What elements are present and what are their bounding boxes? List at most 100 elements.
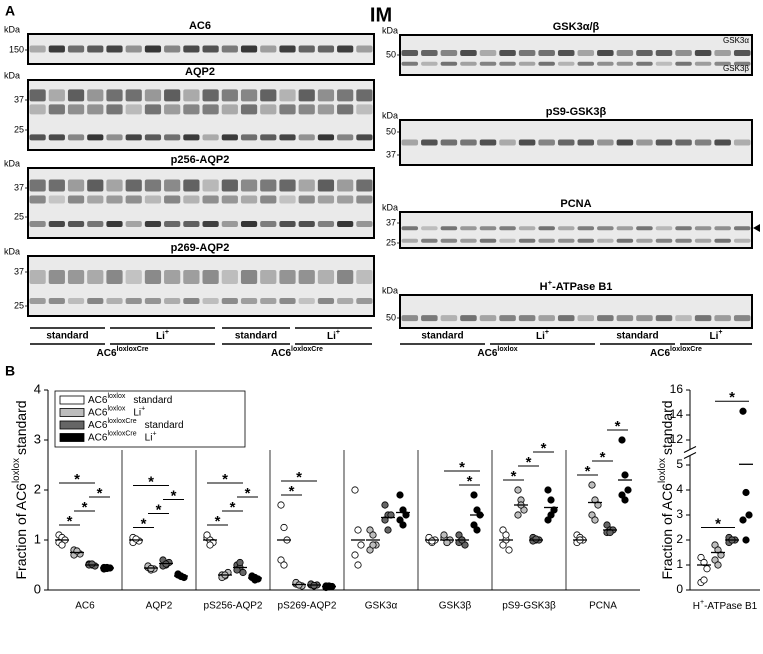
- blot-band: [597, 50, 614, 56]
- blot-title: p256-AQP2: [171, 154, 230, 166]
- blot-band: [183, 270, 200, 284]
- genotype-label: AC6loxlox: [477, 346, 517, 358]
- blot-band: [577, 139, 595, 146]
- x-tick-label: GSK3α: [365, 601, 398, 612]
- blot-band: [460, 50, 477, 56]
- blot-band: [557, 238, 575, 243]
- blot-band: [87, 270, 104, 284]
- blot-band: [337, 298, 354, 304]
- legend-swatch: [59, 395, 85, 405]
- text-part: -ATPase B1: [552, 281, 612, 293]
- significance-label: *: [215, 513, 221, 530]
- blot-band: [440, 226, 458, 231]
- data-point: [206, 541, 214, 549]
- significance-label: *: [511, 468, 517, 485]
- data-point: [381, 501, 389, 509]
- data-point: [502, 531, 510, 539]
- blot-band: [183, 195, 200, 204]
- blot-band: [183, 179, 200, 192]
- marker-label: 25: [14, 124, 24, 134]
- y-tick-label: 2: [676, 532, 683, 546]
- data-point: [402, 511, 410, 519]
- blot-band: [440, 238, 458, 243]
- blot-band: [48, 179, 65, 192]
- legend-label: AC6loxlox Li+: [88, 406, 145, 418]
- significance-label: *: [715, 515, 721, 532]
- superscript: loxlox: [497, 346, 517, 353]
- significance-label: *: [156, 501, 162, 518]
- blot-band: [577, 61, 595, 66]
- data-point: [594, 501, 602, 509]
- blot-band: [144, 298, 162, 304]
- blot-band: [421, 61, 438, 66]
- blot-band: [421, 50, 438, 56]
- blot-band: [317, 179, 335, 192]
- blot-band: [440, 315, 458, 322]
- blot-band: [421, 315, 438, 322]
- data-point: [428, 537, 436, 545]
- blot-band: [714, 139, 731, 146]
- data-point: [739, 516, 747, 524]
- data-point: [745, 511, 753, 519]
- blot-band: [106, 104, 123, 115]
- blot-band: [221, 104, 238, 115]
- blot-band: [221, 270, 238, 284]
- blot-band: [202, 195, 219, 204]
- blot-band: [499, 238, 516, 243]
- data-point: [381, 516, 389, 524]
- significance-label: *: [729, 389, 735, 406]
- genotype-label: AC6loxloxCre: [97, 346, 149, 358]
- superscript: +: [152, 431, 156, 438]
- blot-band: [260, 179, 277, 192]
- figure-title: IM: [370, 4, 392, 26]
- blot-band: [67, 134, 85, 141]
- diet-label: Li+: [156, 329, 169, 341]
- legend-swatch: [59, 420, 85, 430]
- data-point: [470, 491, 478, 499]
- blot-band: [479, 315, 497, 322]
- blot-frame: [27, 255, 375, 317]
- blot-band: [144, 270, 162, 284]
- blot-band: [260, 195, 277, 204]
- blot-band: [337, 134, 354, 141]
- blot-band: [499, 50, 516, 56]
- diet-label: Li+: [710, 329, 723, 341]
- blot-band: [636, 226, 653, 231]
- blot-frame: [27, 79, 375, 151]
- blot-band: [260, 270, 277, 284]
- blot-band: [337, 179, 354, 192]
- blot-background: [28, 80, 374, 150]
- blot-band: [164, 298, 181, 304]
- data-point: [606, 528, 614, 537]
- legend-label: AC6loxloxCre Li+: [88, 431, 157, 443]
- blot-band: [87, 298, 104, 304]
- blot-band: [29, 298, 46, 304]
- blot-band: [557, 50, 575, 56]
- blot-band: [298, 195, 315, 204]
- blot-band: [337, 45, 354, 53]
- blot-band: [125, 45, 142, 53]
- superscript: loxloxCre: [670, 346, 702, 353]
- blot-band: [202, 104, 219, 115]
- y-axis-label: Fraction of AC6loxlox standard: [657, 400, 675, 579]
- blot-band: [356, 270, 373, 284]
- blot-band: [260, 104, 277, 115]
- blot-band: [183, 298, 200, 304]
- y-tick-label: 16: [670, 382, 684, 396]
- blot-band: [597, 139, 614, 146]
- diet-label: Li+: [327, 329, 340, 341]
- blot-band: [675, 50, 692, 56]
- data-point: [280, 561, 288, 569]
- blot-band: [279, 298, 296, 304]
- blot-background: [28, 256, 374, 316]
- blot-band: [125, 179, 142, 192]
- blot-band: [202, 270, 219, 284]
- blot-background: [400, 35, 752, 75]
- data-point: [700, 558, 708, 567]
- blot-band: [557, 315, 575, 322]
- blot-band: [597, 226, 614, 231]
- data-point: [714, 561, 722, 569]
- blot-band: [279, 221, 296, 227]
- blot-band: [67, 89, 85, 102]
